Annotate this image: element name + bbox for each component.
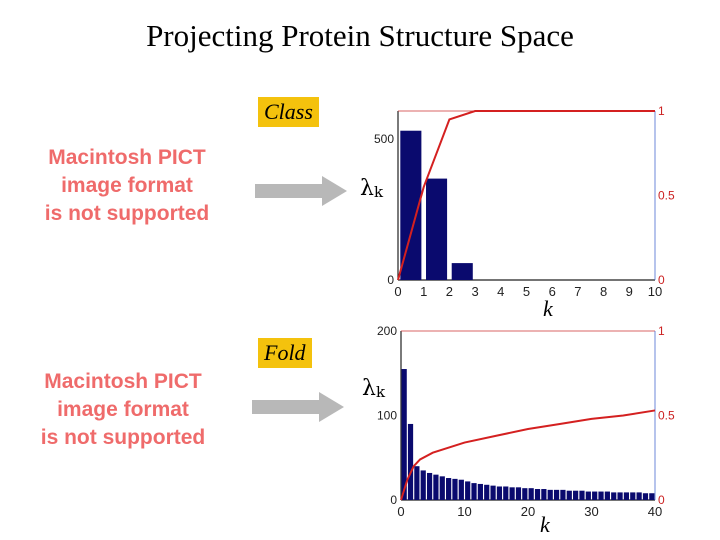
placeholder-line: is not supported bbox=[40, 426, 206, 449]
lambda-subscript: k bbox=[373, 183, 384, 201]
bar bbox=[465, 481, 471, 500]
bar bbox=[400, 130, 422, 280]
y2-tick-label: 1 bbox=[658, 324, 665, 338]
bar bbox=[509, 487, 515, 500]
bar bbox=[452, 478, 458, 500]
bar bbox=[642, 493, 649, 500]
placeholder-line: image format bbox=[57, 398, 189, 421]
bar bbox=[426, 178, 448, 280]
x-tick-label: 10 bbox=[648, 284, 662, 299]
lambda-label-class: λk bbox=[360, 176, 383, 201]
bar bbox=[433, 474, 439, 500]
x-tick-label: 30 bbox=[584, 504, 598, 519]
arrow-class bbox=[255, 176, 347, 206]
bar bbox=[566, 490, 572, 500]
y2-tick-label: 0 bbox=[658, 493, 665, 507]
bar bbox=[573, 490, 579, 500]
y2-tick-label: 0.5 bbox=[658, 189, 675, 203]
bar bbox=[598, 491, 604, 500]
bar bbox=[592, 491, 598, 500]
y2-tick-label: 0.5 bbox=[658, 409, 675, 423]
pict-placeholder-class: Macintosh PICT image format is not suppo… bbox=[12, 144, 242, 228]
bar bbox=[617, 492, 623, 500]
bar bbox=[426, 472, 433, 500]
x-tick-label: 4 bbox=[497, 284, 504, 299]
bar bbox=[611, 492, 617, 500]
lambda-symbol: λ bbox=[362, 376, 376, 401]
k-label-class: k bbox=[543, 296, 553, 321]
bar bbox=[407, 423, 414, 500]
x-tick-label: 9 bbox=[626, 284, 633, 299]
bar bbox=[585, 491, 591, 500]
bar bbox=[560, 489, 566, 500]
y-tick-label: 500 bbox=[374, 132, 394, 146]
bar bbox=[503, 486, 509, 500]
bar bbox=[636, 492, 642, 500]
bar bbox=[515, 487, 522, 500]
x-tick-label: 20 bbox=[521, 504, 535, 519]
bar bbox=[458, 479, 464, 500]
bar bbox=[484, 484, 490, 500]
placeholder-line: image format bbox=[61, 174, 193, 197]
x-tick-label: 0 bbox=[394, 284, 401, 299]
cumulative-line bbox=[400, 409, 656, 501]
bar bbox=[439, 476, 445, 500]
bar bbox=[522, 488, 528, 500]
lambda-label-fold: λk bbox=[362, 376, 385, 401]
bar bbox=[528, 488, 534, 500]
y-tick-label: 100 bbox=[377, 409, 397, 423]
page-title: Projecting Protein Structure Space bbox=[146, 18, 574, 53]
y-tick-label: 0 bbox=[390, 493, 397, 507]
y-tick-label: 0 bbox=[387, 273, 394, 287]
bar bbox=[541, 489, 547, 500]
bar bbox=[553, 489, 560, 500]
pict-placeholder-fold: Macintosh PICT image format is not suppo… bbox=[8, 368, 238, 452]
placeholder-line: is not supported bbox=[44, 202, 210, 225]
bar bbox=[623, 492, 630, 500]
y-tick-label: 200 bbox=[377, 324, 397, 338]
x-tick-label: 0 bbox=[397, 504, 404, 519]
k-label-fold: k bbox=[540, 512, 550, 537]
x-tick-label: 3 bbox=[471, 284, 478, 299]
arrow-fold bbox=[252, 392, 344, 422]
x-tick-label: 1 bbox=[420, 284, 427, 299]
y2-tick-label: 0 bbox=[658, 273, 665, 287]
bar bbox=[477, 483, 483, 500]
bar bbox=[401, 369, 407, 500]
placeholder-line: Macintosh PICT bbox=[44, 370, 202, 393]
bar bbox=[579, 490, 585, 500]
bar bbox=[649, 493, 655, 500]
x-tick-label: 5 bbox=[523, 284, 530, 299]
x-tick-label: 2 bbox=[446, 284, 453, 299]
x-tick-label: 8 bbox=[600, 284, 607, 299]
class-tag: Class bbox=[258, 97, 319, 127]
bar bbox=[534, 489, 541, 500]
lambda-subscript: k bbox=[375, 383, 386, 401]
lambda-symbol: λ bbox=[360, 176, 374, 201]
bar bbox=[547, 489, 553, 500]
bar bbox=[414, 466, 420, 500]
fold-tag: Fold bbox=[258, 338, 312, 368]
x-tick-label: 6 bbox=[549, 284, 556, 299]
bar bbox=[630, 492, 636, 500]
x-tick-label: 7 bbox=[574, 284, 581, 299]
placeholder-line: Macintosh PICT bbox=[48, 146, 206, 169]
bar bbox=[496, 486, 503, 500]
x-tick-label: 10 bbox=[457, 504, 471, 519]
bar bbox=[451, 263, 473, 280]
bar bbox=[420, 470, 426, 500]
bar bbox=[490, 485, 496, 500]
bar bbox=[604, 491, 610, 500]
bar bbox=[471, 483, 477, 500]
cumulative-line bbox=[397, 110, 655, 281]
y2-tick-label: 1 bbox=[658, 104, 665, 118]
bar bbox=[446, 478, 452, 500]
x-tick-label: 40 bbox=[648, 504, 662, 519]
